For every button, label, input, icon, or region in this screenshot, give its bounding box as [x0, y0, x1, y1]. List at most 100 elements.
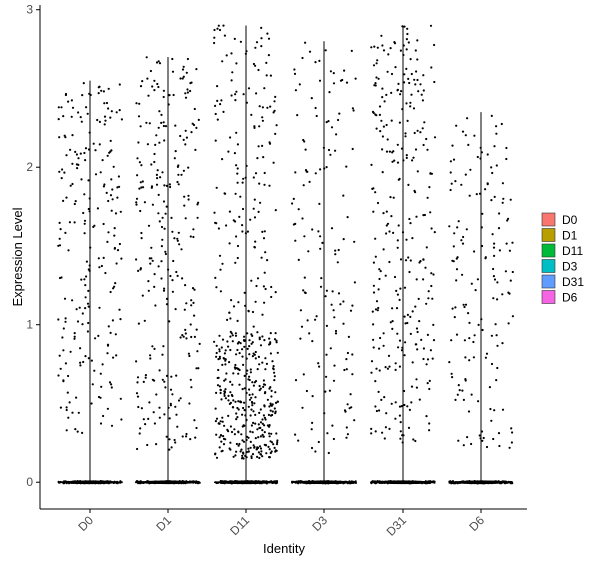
- data-point: [214, 104, 217, 107]
- data-point-zero: [424, 482, 427, 485]
- data-point: [180, 248, 183, 251]
- data-point: [162, 95, 165, 99]
- data-point: [94, 337, 97, 340]
- data-point: [405, 154, 408, 157]
- data-point: [144, 376, 147, 379]
- data-point: [155, 443, 158, 446]
- data-point: [251, 381, 254, 384]
- data-point: [259, 201, 262, 204]
- data-point: [151, 345, 154, 348]
- data-point: [186, 91, 189, 94]
- data-point: [331, 424, 334, 427]
- data-point: [388, 230, 391, 233]
- data-point: [264, 444, 267, 447]
- data-point: [481, 212, 484, 215]
- data-point: [158, 62, 162, 65]
- data-point: [119, 318, 122, 321]
- data-point: [479, 157, 482, 160]
- data-point-zero: [273, 481, 276, 484]
- data-point: [213, 36, 216, 39]
- data-point-zero: [92, 480, 95, 483]
- data-point: [217, 368, 220, 372]
- data-point: [110, 424, 114, 427]
- data-point: [218, 348, 221, 351]
- data-point: [264, 418, 267, 421]
- data-point: [327, 148, 331, 152]
- data-point: [169, 274, 172, 278]
- data-point: [386, 70, 389, 73]
- data-point: [390, 215, 393, 218]
- data-point: [236, 406, 239, 410]
- data-point: [216, 384, 220, 387]
- data-point-zero: [470, 482, 473, 485]
- data-point: [346, 403, 349, 406]
- data-point: [161, 378, 164, 381]
- data-point-zero: [347, 481, 350, 484]
- data-point: [385, 412, 388, 415]
- data-point: [245, 419, 248, 422]
- data-point-zero: [246, 480, 249, 483]
- data-point: [274, 209, 277, 212]
- data-point: [58, 221, 61, 224]
- data-point: [157, 212, 160, 215]
- data-point: [294, 379, 298, 382]
- data-point: [377, 288, 380, 291]
- data-point: [115, 262, 118, 265]
- data-point: [82, 82, 85, 85]
- data-point: [508, 249, 511, 252]
- data-point: [269, 341, 272, 344]
- data-point-zero: [487, 481, 490, 484]
- data-point: [76, 167, 79, 170]
- data-point: [187, 198, 190, 201]
- data-point: [310, 446, 314, 450]
- data-point: [81, 94, 84, 97]
- data-point: [243, 387, 246, 390]
- data-point: [507, 291, 510, 294]
- data-point: [189, 378, 192, 381]
- data-point: [216, 27, 219, 30]
- data-point: [326, 432, 329, 435]
- data-point: [272, 161, 275, 164]
- data-point: [238, 215, 241, 218]
- data-point: [155, 61, 159, 64]
- data-point: [245, 391, 248, 395]
- data-point: [402, 159, 405, 162]
- data-point: [400, 147, 404, 150]
- data-point: [379, 270, 382, 273]
- data-point: [148, 401, 151, 404]
- data-point-zero: [384, 480, 387, 483]
- data-point: [343, 368, 346, 372]
- data-point: [450, 182, 453, 185]
- data-point: [422, 89, 425, 92]
- data-point: [333, 364, 336, 367]
- data-point: [215, 355, 218, 358]
- data-point: [409, 105, 412, 108]
- data-point: [345, 81, 349, 84]
- data-point: [410, 93, 413, 96]
- data-point: [84, 296, 87, 299]
- data-point: [380, 398, 383, 401]
- data-point: [267, 445, 270, 448]
- data-point: [416, 170, 419, 173]
- data-point: [422, 143, 425, 147]
- data-point-zero: [389, 481, 392, 484]
- data-point: [261, 429, 264, 432]
- data-point-zero: [312, 481, 315, 485]
- data-point: [58, 276, 62, 280]
- data-point: [120, 118, 123, 121]
- data-point: [260, 45, 263, 48]
- x-tick-label: D6: [466, 513, 487, 534]
- data-point: [269, 409, 272, 412]
- data-point: [226, 318, 229, 321]
- data-point: [232, 399, 235, 402]
- data-point: [264, 357, 267, 360]
- data-point-zero: [180, 482, 183, 485]
- data-point: [219, 434, 223, 437]
- data-point: [266, 398, 269, 401]
- data-point: [153, 379, 156, 382]
- data-point: [413, 78, 416, 81]
- data-point: [234, 99, 237, 102]
- data-point: [453, 316, 456, 319]
- data-point: [164, 250, 167, 253]
- data-point: [427, 297, 430, 300]
